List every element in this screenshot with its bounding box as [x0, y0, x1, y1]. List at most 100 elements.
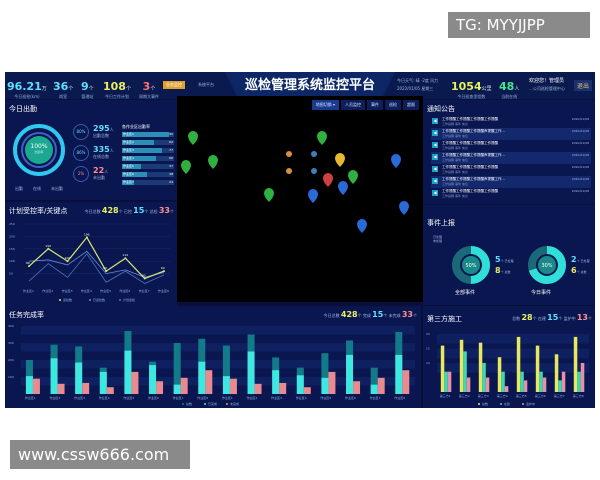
person-marker-icon[interactable] — [286, 151, 292, 157]
notice-item[interactable]: ◀ 工作提醒工作提醒工作提醒声提醒工作... 工作提醒 事件 信息 2020/01/0… — [431, 176, 591, 188]
bar — [573, 336, 578, 392]
y-tick: 20 — [426, 332, 430, 336]
notice-text: 工作提醒工作提醒工作提醒工作提醒 — [442, 141, 498, 145]
notice-date: 2020/01/08 — [571, 189, 589, 193]
legend-swatch — [89, 299, 91, 301]
tab-business-monitor[interactable]: 业务监控 — [163, 81, 185, 89]
notice-item[interactable]: ◀ 工作提醒工作提醒工作提醒工作提醒 工作提醒 事件 信息 2020/01/08 — [431, 140, 591, 152]
bar — [463, 351, 467, 392]
person-marker-icon[interactable] — [286, 168, 292, 174]
y-tick: 50 — [9, 272, 13, 276]
notice-item[interactable]: ◀ 工作提醒工作提醒工作提醒声提醒工作... 工作提醒 事件 信息 2020/01/0… — [431, 128, 591, 140]
donut-pct: 50% — [465, 263, 476, 269]
map-pin-icon[interactable] — [208, 154, 218, 169]
line-series — [28, 253, 165, 284]
x-tick: 作业区4 — [81, 288, 92, 293]
legend-swatch — [59, 299, 61, 301]
legend-item: 已完成 — [208, 401, 217, 406]
data-label: 60 — [161, 266, 165, 270]
map-pin-icon[interactable] — [308, 189, 318, 203]
map-pin-icon[interactable] — [399, 201, 409, 215]
x-tick: 作业区5 — [320, 395, 331, 400]
event-donut: 50% — [452, 246, 490, 284]
map-pin-icon[interactable] — [323, 173, 333, 187]
notice-item[interactable]: ◀ 工作提醒工作提醒工作提醒工作提醒 工作提醒 事件 信息 2020/01/08 — [431, 116, 591, 128]
x-tick: 第三方8 — [573, 393, 584, 398]
map-pin-icon[interactable] — [335, 153, 345, 167]
map-control[interactable]: 巡检 — [385, 100, 401, 110]
map-pin-icon[interactable] — [338, 181, 348, 195]
notice-sub: 工作提醒 事件 信息 — [442, 146, 468, 150]
legend-item: 已巡检数 — [93, 297, 105, 302]
notice-item[interactable]: ◀ 工作提醒工作提醒工作提醒声提醒工作... 工作提醒 事件 信息 2020/01/0… — [431, 152, 591, 164]
notice-date: 2020/01/08 — [571, 129, 589, 133]
map-control[interactable]: 事件 — [367, 100, 383, 110]
map-control[interactable]: 超限 — [403, 100, 419, 110]
notice-sub: 工作提醒 事件 信息 — [442, 182, 468, 186]
map-pin-icon[interactable] — [391, 154, 401, 168]
grid-band — [21, 360, 415, 369]
bar — [535, 345, 540, 392]
notice-text: 工作提醒工作提醒工作提醒声提醒工作... — [442, 153, 505, 157]
map-pin-icon[interactable] — [264, 188, 274, 202]
notice-item[interactable]: ◀ 工作提醒工作提醒工作提醒工作提醒 工作提醒 事件 信息 2020/01/08 — [431, 188, 591, 200]
bar — [466, 377, 471, 392]
rate-name: 作业区7 — [123, 180, 134, 184]
attendance-pct: 86% — [73, 145, 89, 161]
map-control[interactable]: 地图切换 ▾ — [311, 100, 339, 110]
x-tick: 作业区8 — [197, 395, 208, 400]
plan-title: 计划受控率/关键点 — [9, 207, 68, 215]
notice-date: 2020/01/08 — [571, 165, 589, 169]
rate-value: 90 — [169, 132, 173, 136]
notice-item[interactable]: ◀ 工作提醒工作提醒工作提醒工作提醒 工作提醒 事件 信息 2020/01/08 — [431, 164, 591, 176]
bar — [75, 362, 83, 394]
bar — [561, 371, 566, 392]
bar — [149, 365, 157, 394]
grid-band — [437, 363, 589, 373]
date: 2022/01/05 星期三 — [397, 86, 434, 91]
watermark-top: TG: MYYJJPP — [448, 12, 590, 38]
rate-name: 作业区2 — [123, 140, 134, 144]
map-pin-icon[interactable] — [317, 131, 327, 145]
x-tick: 作业区8 — [158, 288, 169, 293]
bar — [485, 377, 490, 392]
rate-bar: 作业区3 77 — [122, 148, 174, 153]
bar — [482, 363, 486, 392]
map-pin-icon[interactable] — [181, 160, 191, 174]
bar — [131, 371, 139, 394]
rate-bar: 作业区4 66 — [122, 156, 174, 161]
map-pin-icon[interactable] — [348, 170, 358, 184]
legend-item: 监护中 — [526, 401, 535, 406]
person-marker-icon[interactable] — [311, 151, 317, 157]
bar — [180, 377, 188, 394]
bar — [501, 371, 505, 392]
bar — [377, 377, 385, 394]
bar — [82, 382, 90, 394]
grid-band — [21, 377, 415, 386]
attendance-pct: 2% — [73, 166, 89, 182]
y-tick: 200 — [9, 234, 15, 238]
map-pin-icon[interactable] — [357, 219, 367, 233]
bar — [580, 363, 585, 392]
legend-swatch — [119, 299, 121, 301]
attendance-title: 今日出勤 — [9, 105, 37, 113]
x-tick: 作业区3 — [271, 395, 282, 400]
bar — [440, 345, 445, 392]
data-point — [124, 257, 127, 260]
person-marker-icon[interactable] — [311, 168, 317, 174]
bar — [402, 370, 410, 394]
bar — [124, 350, 132, 394]
data-point — [85, 236, 88, 239]
notice-sub: 工作提醒 事件 信息 — [442, 194, 468, 198]
rate-bar: 作业区6 48 — [122, 172, 174, 177]
logout-button[interactable]: 退出 — [574, 80, 593, 91]
bar — [328, 371, 336, 394]
rate-value: 48 — [169, 172, 173, 176]
map[interactable]: 地图切换 ▾ 人员监控 事件 巡检 超限 — [177, 96, 423, 302]
map-control[interactable]: 人员监控 — [341, 100, 365, 110]
header-stat: 9个 管理站 — [81, 80, 94, 99]
map-pin-icon[interactable] — [188, 131, 198, 145]
data-label: 30 — [142, 274, 146, 278]
tab-system-platform[interactable]: 系统平台 — [198, 82, 214, 87]
data-label: 60 — [103, 266, 107, 270]
